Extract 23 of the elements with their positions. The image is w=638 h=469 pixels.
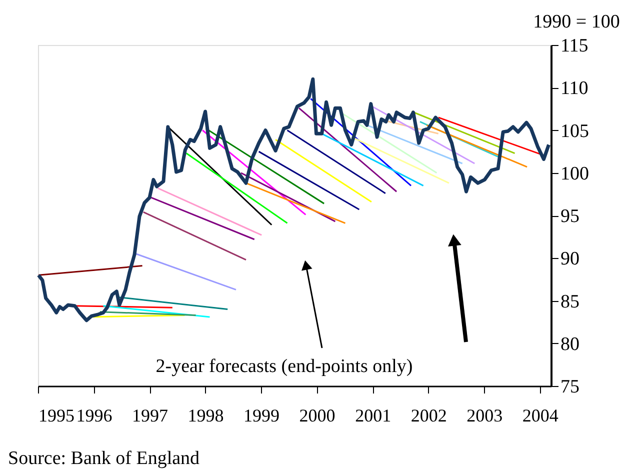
source-note: Source: Bank of England: [8, 448, 200, 469]
annotation: 2-year forecasts (end-points only): [156, 356, 413, 377]
x-tick-label: 2004: [522, 406, 558, 426]
y-tick-label: 80: [560, 334, 580, 355]
y-tick-label: 90: [560, 248, 580, 270]
y-tick-label: 105: [560, 120, 589, 142]
x-tick-label: 2001: [355, 406, 392, 426]
x-tick-label: 1995: [38, 406, 74, 426]
y-tick-label: 75: [560, 376, 580, 398]
y-tick-label: 95: [560, 206, 580, 227]
y-tick-label: 110: [560, 78, 588, 100]
y-tick-label: 100: [560, 163, 589, 184]
x-tick-label: 2002: [410, 406, 447, 426]
x-tick-label: 1999: [244, 406, 280, 426]
y-axis-title: 1990 = 100: [533, 12, 620, 32]
x-tick-label: 2003: [466, 406, 503, 426]
x-tick-label: 2000: [299, 406, 336, 426]
y-tick-label: 115: [560, 36, 588, 56]
y-tick-label: 85: [560, 291, 580, 312]
line-series: [36, 77, 551, 322]
x-tick-label: 1996: [76, 406, 112, 426]
x-tick-label: 1998: [188, 406, 224, 426]
x-tick-label: 1997: [132, 406, 168, 426]
